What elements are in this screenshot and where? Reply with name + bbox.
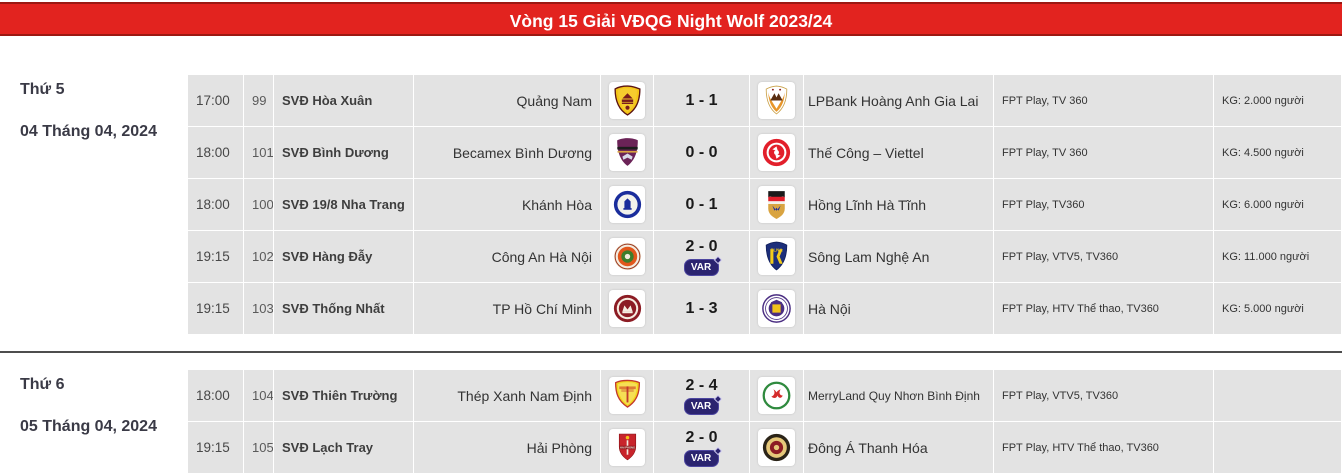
svg-text:SLNA: SLNA xyxy=(770,247,783,252)
svg-text:HAI PHONG: HAI PHONG xyxy=(619,446,634,450)
